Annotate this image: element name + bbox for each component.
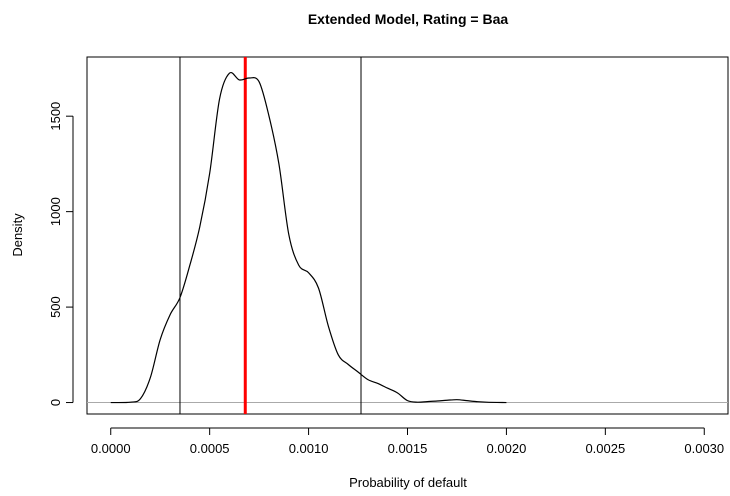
- plot-layer: [87, 57, 728, 414]
- x-tick-label: 0.0025: [585, 441, 625, 456]
- x-tick-label: 0.0020: [487, 441, 527, 456]
- y-tick-label: 500: [48, 296, 63, 318]
- x-tick-label: 0.0015: [388, 441, 428, 456]
- y-tick-label: 0: [48, 399, 63, 406]
- x-tick-label: 0.0030: [684, 441, 724, 456]
- density-curve: [110, 71, 507, 404]
- x-axis: 0.0000 0.0005 0.0010 0.0015 0.0020 0.0025 0.00…: [91, 427, 724, 456]
- x-axis-label: Probability of default: [349, 475, 467, 490]
- plot-frame: [86, 56, 729, 415]
- y-axis-label: Density: [10, 213, 25, 257]
- x-tick-label: 0.0000: [91, 441, 131, 456]
- y-axis: 0 500 1000 1500: [48, 102, 74, 406]
- y-tick-label: 1000: [48, 197, 63, 226]
- chart-title: Extended Model, Rating = Baa: [308, 11, 509, 27]
- x-tick-label: 0.0005: [190, 441, 230, 456]
- y-tick-label: 1500: [48, 102, 63, 131]
- x-tick-label: 0.0010: [289, 441, 329, 456]
